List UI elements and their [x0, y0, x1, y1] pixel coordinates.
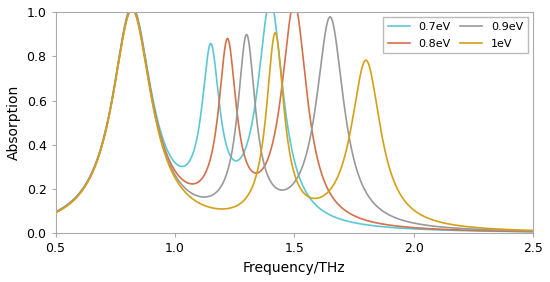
- 1eV: [428, 218, 435, 221]
- 0.8eV: [272, 129, 279, 132]
- 1eV: [516, 228, 523, 232]
- 0.9eV: [52, 211, 59, 214]
- 0.8eV: [516, 230, 522, 233]
- X-axis label: Frequency/THz: Frequency/THz: [243, 261, 345, 275]
- 1eV: [285, 140, 292, 144]
- 0.8eV: [285, 32, 292, 35]
- 0.8eV: [52, 210, 59, 214]
- 0.9eV: [530, 229, 536, 233]
- 0.8eV: [76, 191, 83, 195]
- 0.8eV: [125, 10, 132, 14]
- 0.7eV: [125, 10, 131, 14]
- Line: 0.8eV: 0.8eV: [56, 12, 533, 232]
- 0.9eV: [272, 186, 279, 189]
- 0.9eV: [428, 224, 435, 228]
- 0.7eV: [285, 127, 292, 130]
- 0.9eV: [516, 229, 522, 232]
- 0.8eV: [516, 230, 523, 233]
- 0.9eV: [76, 191, 83, 195]
- 1eV: [52, 211, 59, 214]
- Line: 0.7eV: 0.7eV: [56, 12, 533, 232]
- Legend: 0.7eV, 0.8eV, 0.9eV, 1eV: 0.7eV, 0.8eV, 0.9eV, 1eV: [383, 17, 527, 53]
- 0.9eV: [285, 187, 292, 190]
- Y-axis label: Absorption: Absorption: [7, 85, 21, 160]
- 0.7eV: [530, 230, 536, 233]
- 1eV: [126, 10, 133, 14]
- 1eV: [272, 31, 279, 35]
- 0.7eV: [272, 20, 279, 23]
- 1eV: [530, 229, 536, 232]
- 0.7eV: [516, 230, 522, 233]
- 0.9eV: [516, 229, 523, 232]
- 1eV: [76, 192, 83, 195]
- 0.9eV: [126, 10, 133, 14]
- 0.7eV: [428, 228, 435, 231]
- 0.8eV: [428, 227, 435, 230]
- 1eV: [516, 228, 522, 232]
- Line: 1eV: 1eV: [56, 12, 533, 230]
- 0.7eV: [516, 230, 523, 233]
- Line: 0.9eV: 0.9eV: [56, 12, 533, 231]
- 0.7eV: [76, 191, 83, 194]
- 0.7eV: [52, 210, 59, 213]
- 0.8eV: [530, 230, 536, 233]
